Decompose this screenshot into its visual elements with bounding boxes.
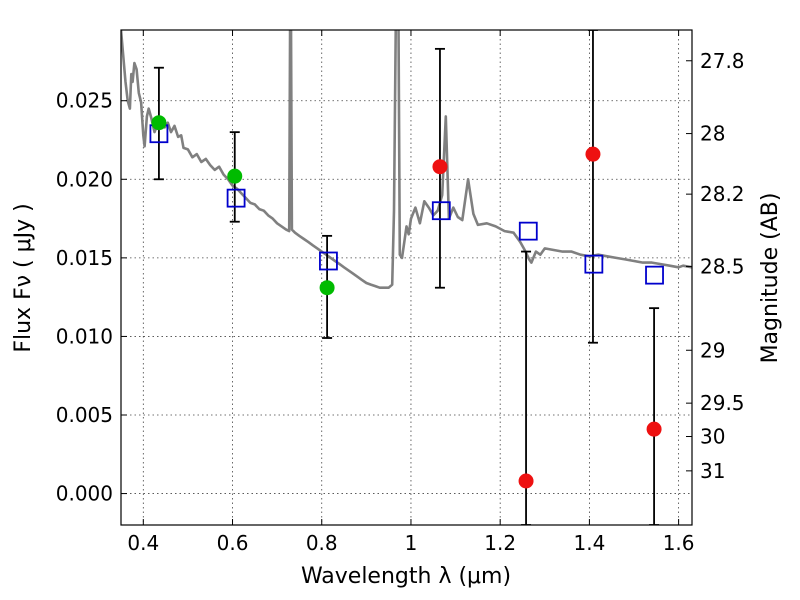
plot-frame — [120, 29, 693, 526]
model-point-square — [431, 201, 451, 221]
y-tick-label: 0.015 — [56, 246, 113, 270]
y-tick-label: 0.025 — [56, 89, 113, 113]
plot-area — [121, 30, 692, 525]
model-point-square — [319, 251, 338, 271]
upper-limit-point-marker — [585, 146, 601, 162]
model-point-square — [584, 254, 604, 274]
upper-limit-point-marker — [646, 421, 662, 437]
y-tick-label: 0.005 — [56, 403, 113, 427]
x-axis-label: Wavelength λ (μm) — [301, 564, 511, 589]
model-point-square — [645, 265, 664, 285]
x-tick-label: 0.6 — [217, 531, 249, 555]
y2-tick-label: 29 — [700, 338, 725, 362]
x-tick-label: 1 — [405, 531, 418, 555]
y2-axis-label: Magnitude (AB) — [758, 193, 783, 364]
detected-point-marker — [227, 168, 243, 184]
x-tick-label: 1.4 — [573, 531, 605, 555]
y-tick-label: 0.010 — [56, 324, 113, 348]
upper-limit-point-marker — [432, 159, 448, 175]
y2-tick-label: 28.2 — [700, 182, 745, 206]
y2-tick-label: 30 — [700, 425, 725, 449]
x-tick-label: 0.8 — [306, 531, 338, 555]
x-tick-label: 0.4 — [127, 531, 159, 555]
axis-ticks: 0.4 0.6 0.8 1 1.2 1.4 1.6 0.000 0.005 0.010 0.015 0… — [56, 30, 745, 555]
y2-tick-label: 31 — [700, 459, 725, 483]
model-point-square — [518, 221, 538, 241]
y2-tick-label: 28 — [700, 122, 725, 146]
x-tick-label: 1.6 — [663, 531, 695, 555]
y-axis-label: Flux Fν ( μJy ) — [11, 203, 36, 352]
y-tick-label: 0.000 — [56, 482, 113, 506]
model-point-square — [226, 188, 246, 208]
y2-tick-label: 27.8 — [700, 49, 745, 73]
y2-tick-label: 29.5 — [700, 391, 745, 415]
template-spectrum-line — [121, 30, 692, 290]
upper-limit-point-marker — [518, 473, 534, 489]
grid — [121, 30, 692, 525]
detected-point-marker — [319, 280, 335, 296]
y2-tick-label: 28.5 — [700, 254, 745, 278]
detected-point-marker — [151, 115, 167, 131]
y-tick-label: 0.020 — [56, 167, 113, 191]
x-tick-label: 1.2 — [484, 531, 516, 555]
